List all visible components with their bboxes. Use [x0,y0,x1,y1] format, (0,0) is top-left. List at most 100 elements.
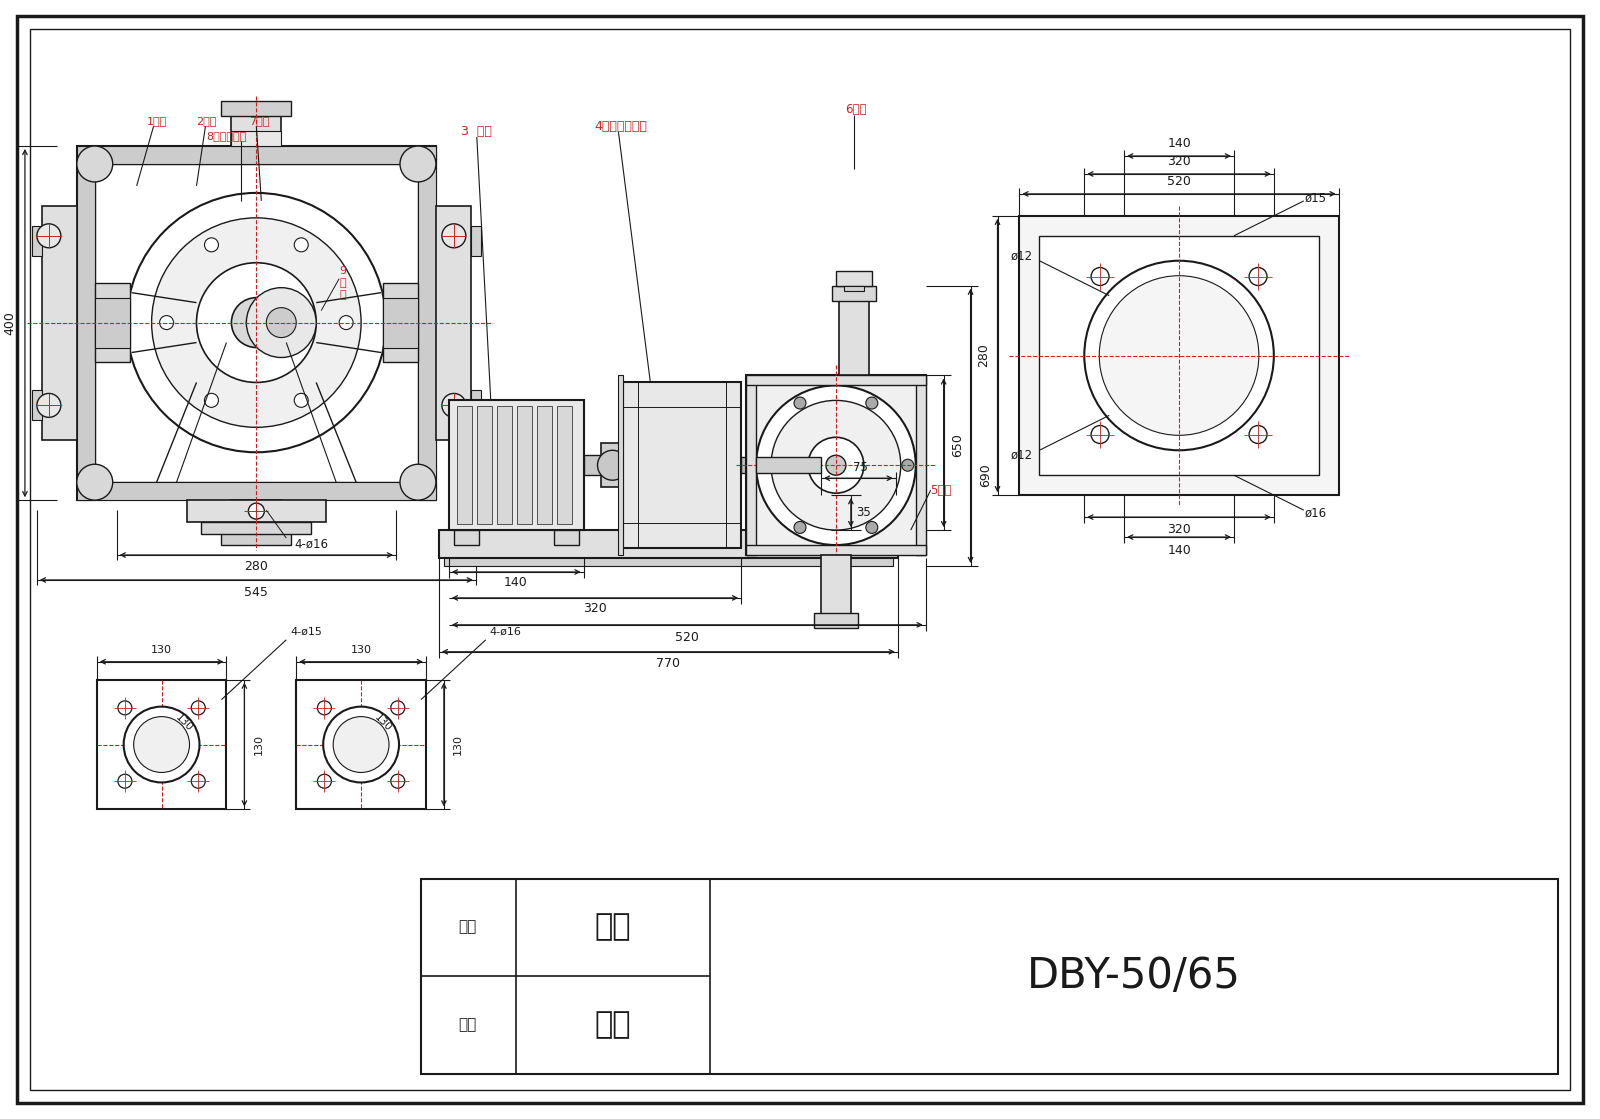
Bar [454,530,478,545]
Text: 320: 320 [582,602,606,615]
Circle shape [37,394,61,417]
Bar [382,283,418,363]
Bar [832,285,875,301]
Circle shape [317,700,331,715]
Text: 280: 280 [978,344,990,367]
Text: 130: 130 [350,645,371,655]
Text: 7连杆: 7连杆 [250,116,269,126]
Circle shape [37,224,61,247]
Circle shape [597,450,627,480]
Circle shape [205,394,219,407]
Bar [536,406,552,524]
Bar [624,383,741,548]
Circle shape [794,397,806,410]
Bar [221,530,291,545]
Bar [746,376,926,385]
Text: 4-ø16: 4-ø16 [294,537,328,551]
Bar [584,455,602,476]
Bar [96,679,227,809]
Bar [221,101,291,116]
Bar [421,880,1558,1074]
Text: 1球座: 1球座 [147,116,166,126]
Circle shape [333,716,389,772]
Bar [619,376,624,555]
Circle shape [323,706,398,782]
Bar [232,500,282,515]
Bar [814,613,858,628]
Text: 8偏心轮轴承: 8偏心轮轴承 [206,131,246,141]
Bar [746,545,926,555]
Bar [443,558,893,566]
Text: 130: 130 [453,734,462,755]
Text: 4-ø15: 4-ø15 [290,627,322,637]
Bar [232,116,282,145]
Circle shape [808,438,864,493]
Circle shape [826,455,846,476]
Circle shape [294,238,309,252]
Text: 审核: 审核 [459,920,477,934]
Text: 4-ø16: 4-ø16 [490,627,522,637]
Text: 650: 650 [950,433,965,458]
Text: 130: 130 [173,712,194,733]
Bar [554,530,579,545]
Text: ø15: ø15 [1304,191,1326,205]
Circle shape [246,312,266,332]
Bar [602,443,624,487]
Circle shape [339,316,354,330]
Circle shape [205,238,219,252]
Bar [94,164,418,482]
Circle shape [1091,425,1109,443]
Bar [296,679,426,809]
Bar [746,376,757,555]
Text: 130: 130 [373,712,394,733]
Text: 520: 520 [1166,176,1190,188]
Circle shape [771,401,901,530]
Bar [458,406,472,524]
Circle shape [757,385,915,545]
Bar [835,271,872,285]
Circle shape [232,298,282,348]
Text: 4摆线式减速机: 4摆线式减速机 [594,120,646,132]
Bar [821,555,851,614]
Bar [382,298,418,348]
Text: 活: 活 [339,278,347,288]
Text: 6出口: 6出口 [845,103,867,115]
Bar [232,131,282,145]
Text: 130: 130 [253,734,264,755]
Bar [557,406,571,524]
Bar [496,406,512,524]
Bar [77,145,435,500]
Text: 140: 140 [504,576,528,590]
Bar [94,283,130,363]
Circle shape [866,521,878,534]
Circle shape [126,192,386,452]
Circle shape [77,464,112,500]
Text: ø16: ø16 [1304,507,1326,519]
Bar [32,226,42,256]
Circle shape [1091,267,1109,285]
Bar [746,376,926,555]
Text: 520: 520 [675,631,699,645]
Bar [32,391,42,421]
Bar [77,145,94,500]
Circle shape [1099,275,1259,435]
Circle shape [400,145,435,182]
Text: 320: 320 [1166,523,1190,536]
Circle shape [442,224,466,247]
Circle shape [400,464,435,500]
Circle shape [192,774,205,788]
Circle shape [134,716,189,772]
Text: 兴: 兴 [613,312,787,528]
Text: 光: 光 [298,376,605,724]
Text: 140: 140 [1166,137,1190,150]
Text: 75: 75 [853,461,869,473]
Circle shape [246,288,317,357]
Text: 制图: 制图 [459,1017,477,1033]
Text: ø12: ø12 [1010,449,1032,462]
Circle shape [248,504,264,519]
Circle shape [758,459,770,471]
Bar [77,145,435,164]
Text: 690: 690 [979,463,992,487]
Circle shape [317,774,331,788]
Circle shape [118,774,131,788]
